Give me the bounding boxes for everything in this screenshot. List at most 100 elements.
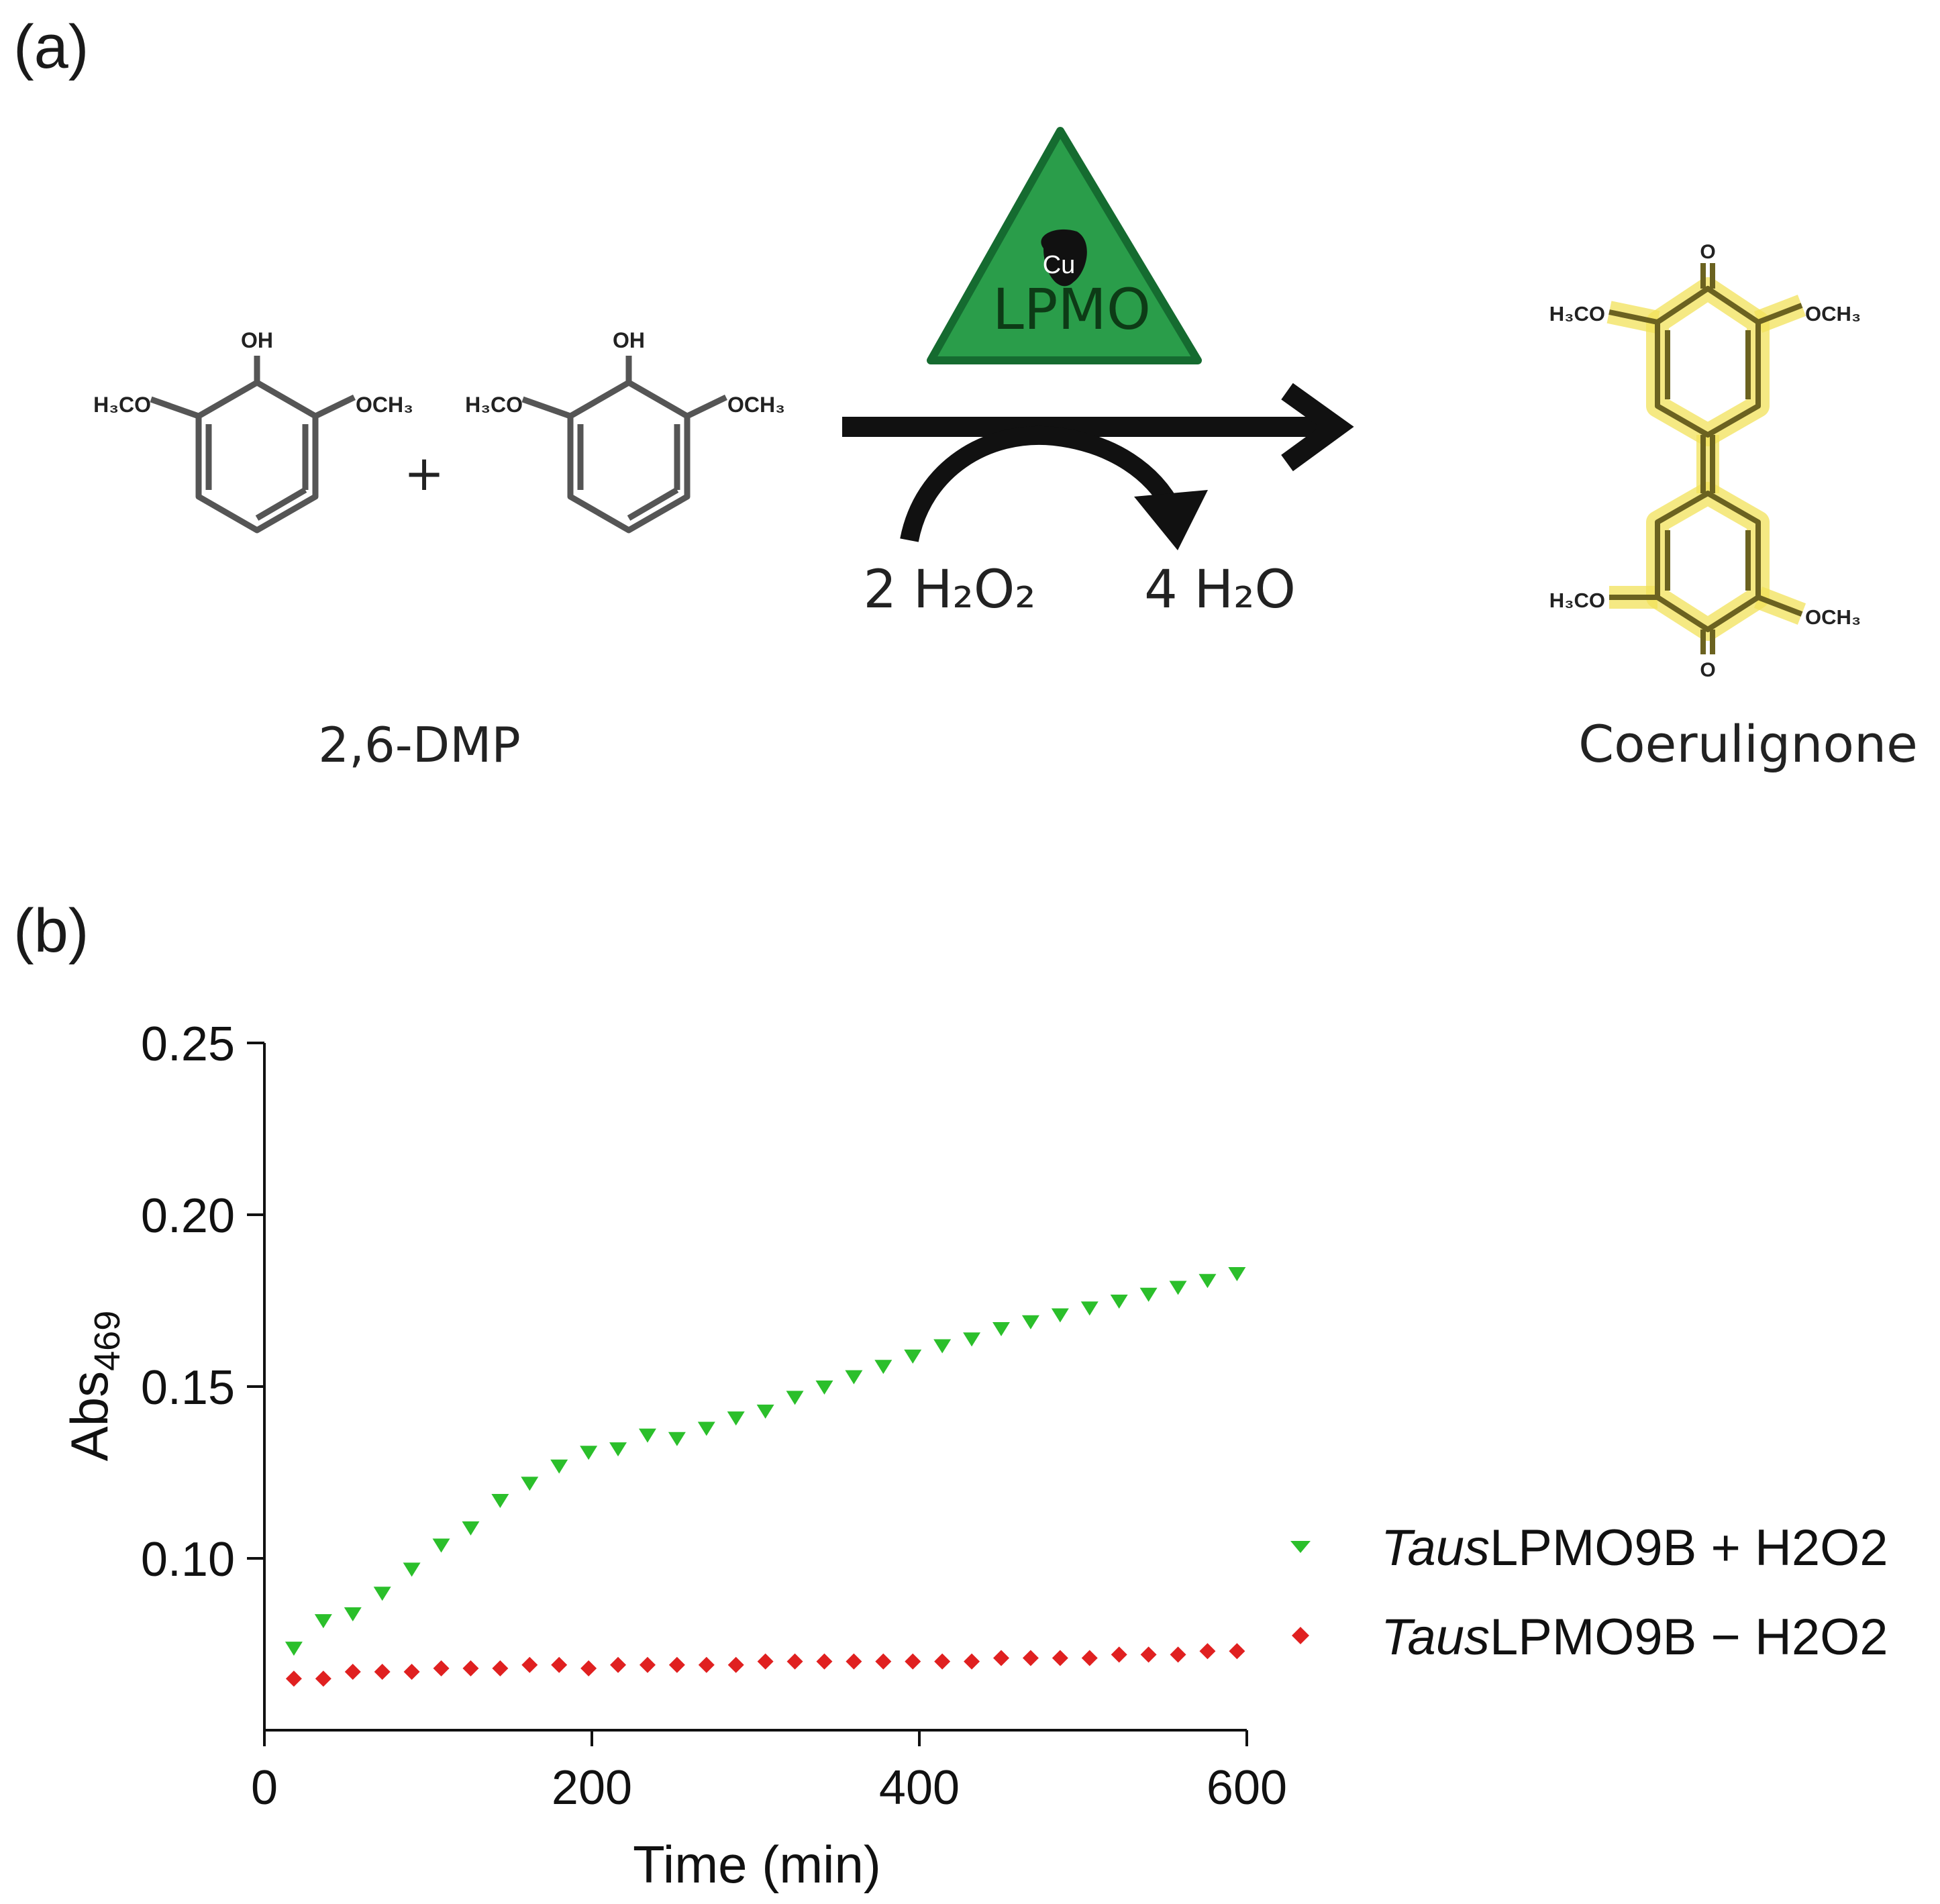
legend-item-with-h2o2: TausLPMO9B + H2O2 xyxy=(1290,1519,1888,1576)
data-point-with-h2o2 xyxy=(1198,1274,1217,1289)
x-tick-label: 0 xyxy=(251,1761,278,1815)
substrate-2-left-group: H₃CO xyxy=(465,393,523,417)
data-point-with-h2o2 xyxy=(874,1360,892,1374)
legend-marker-diamond xyxy=(1292,1627,1309,1644)
data-point-with-h2o2 xyxy=(580,1446,598,1460)
reaction-arrow xyxy=(842,383,1354,550)
data-point-with-h2o2 xyxy=(521,1476,539,1491)
data-point-without-h2o2 xyxy=(698,1656,715,1673)
legend-label-2: LPMO9B − H2O2 xyxy=(1490,1609,1888,1666)
cosubstrate-label: 2 H₂O₂ xyxy=(863,560,1035,620)
data-point-with-h2o2 xyxy=(491,1493,509,1508)
x-tick-label: 400 xyxy=(879,1761,960,1815)
data-point-with-h2o2 xyxy=(344,1607,362,1621)
data-point-with-h2o2 xyxy=(697,1421,715,1436)
data-point-without-h2o2 xyxy=(344,1663,361,1680)
product-top-oxygen: O xyxy=(1700,241,1715,263)
data-point-without-h2o2 xyxy=(492,1660,509,1676)
data-point-with-h2o2 xyxy=(1228,1267,1246,1282)
product-bottom-oxygen: O xyxy=(1700,659,1715,681)
substrate-name: 2,6-DMP xyxy=(318,717,520,773)
data-point-with-h2o2 xyxy=(550,1459,568,1474)
panel-a-label: (a) xyxy=(13,13,89,81)
y-tick-label: 0.20 xyxy=(141,1189,235,1243)
data-point-with-h2o2 xyxy=(815,1381,833,1395)
data-point-with-h2o2 xyxy=(638,1428,656,1443)
data-point-with-h2o2 xyxy=(1169,1281,1187,1295)
substrate-1-oh: OH xyxy=(241,328,273,352)
data-point-without-h2o2 xyxy=(993,1650,1009,1666)
chart-axes xyxy=(263,1043,1247,1732)
reaction-scheme: OH H₃CO OCH₃ + OH H₃CO OCH₃ 2,6-DMP Cu L… xyxy=(93,127,1918,774)
data-point-without-h2o2 xyxy=(462,1660,479,1676)
data-point-with-h2o2 xyxy=(727,1411,745,1426)
product-top-right-group: OCH₃ xyxy=(1805,302,1861,325)
data-point-without-h2o2 xyxy=(1081,1650,1098,1666)
legend-item-without-h2o2: TausLPMO9B − H2O2 xyxy=(1292,1609,1888,1666)
y-axis-title: Abs469 xyxy=(60,1311,127,1462)
data-point-without-h2o2 xyxy=(1229,1643,1245,1660)
legend-marker-triangle xyxy=(1290,1541,1311,1553)
data-points xyxy=(285,1267,1246,1687)
data-point-with-h2o2 xyxy=(756,1404,774,1419)
data-point-with-h2o2 xyxy=(904,1349,922,1364)
data-point-without-h2o2 xyxy=(1170,1646,1186,1663)
data-point-without-h2o2 xyxy=(1140,1646,1157,1663)
panel-b-label: (b) xyxy=(13,897,89,965)
data-point-without-h2o2 xyxy=(905,1653,921,1670)
data-point-with-h2o2 xyxy=(432,1538,450,1553)
data-point-with-h2o2 xyxy=(373,1587,391,1601)
substrate-1-right-group: OCH₃ xyxy=(356,393,413,417)
svg-text:TausLPMO9B − H2O2: TausLPMO9B − H2O2 xyxy=(1381,1609,1888,1666)
y-axis-title-subscript: 469 xyxy=(87,1311,127,1371)
x-tick-label: 200 xyxy=(552,1761,632,1815)
y-tick-label: 0.15 xyxy=(141,1361,235,1415)
data-point-without-h2o2 xyxy=(934,1653,951,1670)
x-axis-title: Time (min) xyxy=(633,1835,881,1894)
data-point-without-h2o2 xyxy=(403,1663,420,1680)
data-point-with-h2o2 xyxy=(403,1562,421,1577)
data-point-with-h2o2 xyxy=(1080,1301,1099,1316)
substrate-1-left-group: H₃CO xyxy=(93,393,151,417)
svg-text:TausLPMO9B + H2O2: TausLPMO9B + H2O2 xyxy=(1381,1519,1888,1576)
data-point-with-h2o2 xyxy=(668,1432,686,1446)
substrate-molecule-1 xyxy=(150,356,356,534)
product-top-left-group: H₃CO xyxy=(1549,302,1605,325)
y-tick-label: 0.10 xyxy=(141,1533,235,1587)
legend-label-1: LPMO9B + H2O2 xyxy=(1490,1519,1888,1576)
data-point-without-h2o2 xyxy=(521,1656,538,1673)
data-point-without-h2o2 xyxy=(433,1660,450,1676)
data-point-without-h2o2 xyxy=(374,1663,391,1680)
plus-sign: + xyxy=(404,445,444,501)
y-axis-title-main: Abs xyxy=(60,1371,119,1461)
data-point-without-h2o2 xyxy=(1199,1643,1216,1660)
data-point-with-h2o2 xyxy=(285,1642,303,1656)
x-ticks: 0 200 400 600 xyxy=(251,1730,1287,1815)
data-point-without-h2o2 xyxy=(1111,1646,1127,1663)
data-point-without-h2o2 xyxy=(580,1660,597,1676)
copper-label: Cu xyxy=(1043,251,1076,279)
substrate-molecule-2 xyxy=(521,356,727,534)
data-point-without-h2o2 xyxy=(816,1653,833,1670)
data-point-without-h2o2 xyxy=(1022,1650,1039,1666)
svg-text:Abs469: Abs469 xyxy=(60,1311,127,1462)
data-point-with-h2o2 xyxy=(1021,1315,1039,1330)
data-point-with-h2o2 xyxy=(992,1321,1010,1336)
data-point-without-h2o2 xyxy=(875,1653,892,1670)
y-tick-label: 0.25 xyxy=(141,1017,235,1071)
data-point-without-h2o2 xyxy=(727,1656,744,1673)
y-ticks: 0.10 0.15 0.20 0.25 xyxy=(141,1017,264,1587)
product-molecule xyxy=(1609,263,1803,654)
data-point-with-h2o2 xyxy=(845,1370,863,1385)
data-point-with-h2o2 xyxy=(1110,1295,1128,1309)
x-tick-label: 600 xyxy=(1207,1761,1287,1815)
data-point-without-h2o2 xyxy=(964,1653,980,1670)
data-point-with-h2o2 xyxy=(786,1391,804,1405)
data-point-without-h2o2 xyxy=(668,1656,685,1673)
data-point-with-h2o2 xyxy=(933,1339,952,1354)
data-point-without-h2o2 xyxy=(315,1670,331,1687)
product-name: Coerulignone xyxy=(1578,714,1918,774)
data-point-without-h2o2 xyxy=(757,1653,774,1670)
data-point-without-h2o2 xyxy=(1052,1650,1068,1666)
data-point-without-h2o2 xyxy=(610,1656,627,1673)
